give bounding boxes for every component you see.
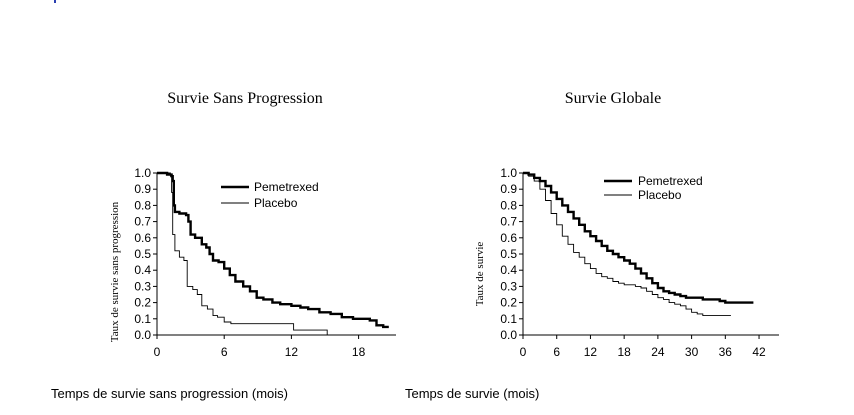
y-tick-label: 0.3 <box>500 279 517 293</box>
x-tick-label: 6 <box>221 345 228 359</box>
y-tick-label: 0.9 <box>134 182 151 196</box>
legend-label-placebo: Placebo <box>254 196 298 210</box>
x-tick-label: 0 <box>520 345 527 359</box>
y-tick-label: 1.0 <box>134 166 151 180</box>
corner-dot <box>54 0 56 3</box>
y-ticks: 0.0 0.1 0.2 0.3 0.4 0.5 0.6 0.7 0.8 0.9 1.0 <box>500 166 523 342</box>
y-tick-label: 1.0 <box>500 166 517 180</box>
y-tick-label: 0.0 <box>500 328 517 342</box>
x-ticks: 0 6 12 18 24 30 36 42 <box>520 335 766 359</box>
x-tick-label: 12 <box>584 345 598 359</box>
x-axis-caption-pfs: Temps de survie sans progression (mois) <box>51 386 288 401</box>
x-tick-label: 6 <box>553 345 560 359</box>
y-tick-label: 0.7 <box>134 215 151 229</box>
y-tick-label: 0.8 <box>134 198 151 212</box>
chart-os: Survie Globale Taux de survie 0.00.10.20… <box>474 90 779 359</box>
y-tick-label: 0.1 <box>134 312 151 326</box>
series-group <box>523 171 754 317</box>
chart-pfs: Survie Sans Progression Taux de survie s… <box>109 90 396 359</box>
legend-label-placebo: Placebo <box>638 188 682 202</box>
x-tick-label: 30 <box>685 345 699 359</box>
y-axis-title: Taux de survie <box>474 242 486 307</box>
y-tick-label: 0.5 <box>500 247 517 261</box>
y-tick-label: 0.9 <box>500 182 517 196</box>
legend-label-pemetrexed: Pemetrexed <box>254 180 319 194</box>
series-line-placebo <box>523 172 731 317</box>
y-tick-label: 0.4 <box>500 263 517 277</box>
series-line-placebo <box>157 172 328 335</box>
series-line-pemetrexed <box>157 171 389 329</box>
x-tick-label: 36 <box>719 345 733 359</box>
x-tick-label: 0 <box>154 345 161 359</box>
x-axis-caption-os: Temps de survie (mois) <box>405 386 540 401</box>
x-tick-label: 18 <box>617 345 631 359</box>
series-line-pemetrexed <box>523 171 754 304</box>
y-tick-label: 0.8 <box>500 198 517 212</box>
y-axis-title: Taux de survie sans progression <box>109 201 121 342</box>
y-ticks: 0.0 0.1 0.2 0.3 0.4 0.5 0.6 0.7 0.8 0.9 1.0 <box>134 166 157 342</box>
legend: Pemetrexed Placebo <box>221 180 319 210</box>
y-tick-label: 0.2 <box>134 296 151 310</box>
x-tick-label: 24 <box>651 345 665 359</box>
y-tick-label: 0.3 <box>134 279 151 293</box>
chart-title: Survie Globale <box>565 90 661 107</box>
y-tick-label: 0.4 <box>134 263 151 277</box>
chart-title: Survie Sans Progression <box>167 90 323 107</box>
y-tick-label: 0.5 <box>134 247 151 261</box>
y-tick-label: 0.6 <box>500 231 517 245</box>
x-tick-label: 12 <box>285 345 299 359</box>
x-ticks: 0 6 12 18 <box>154 335 366 359</box>
y-tick-label: 0.0 <box>134 328 151 342</box>
y-tick-label: 0.7 <box>500 215 517 229</box>
legend: Pemetrexed Placebo <box>604 174 703 202</box>
series-group <box>157 171 389 335</box>
y-tick-label: 0.6 <box>134 231 151 245</box>
y-tick-label: 0.1 <box>500 312 517 326</box>
x-tick-label: 42 <box>752 345 766 359</box>
x-tick-label: 18 <box>352 345 366 359</box>
y-tick-label: 0.2 <box>500 296 517 310</box>
legend-label-pemetrexed: Pemetrexed <box>638 174 703 188</box>
